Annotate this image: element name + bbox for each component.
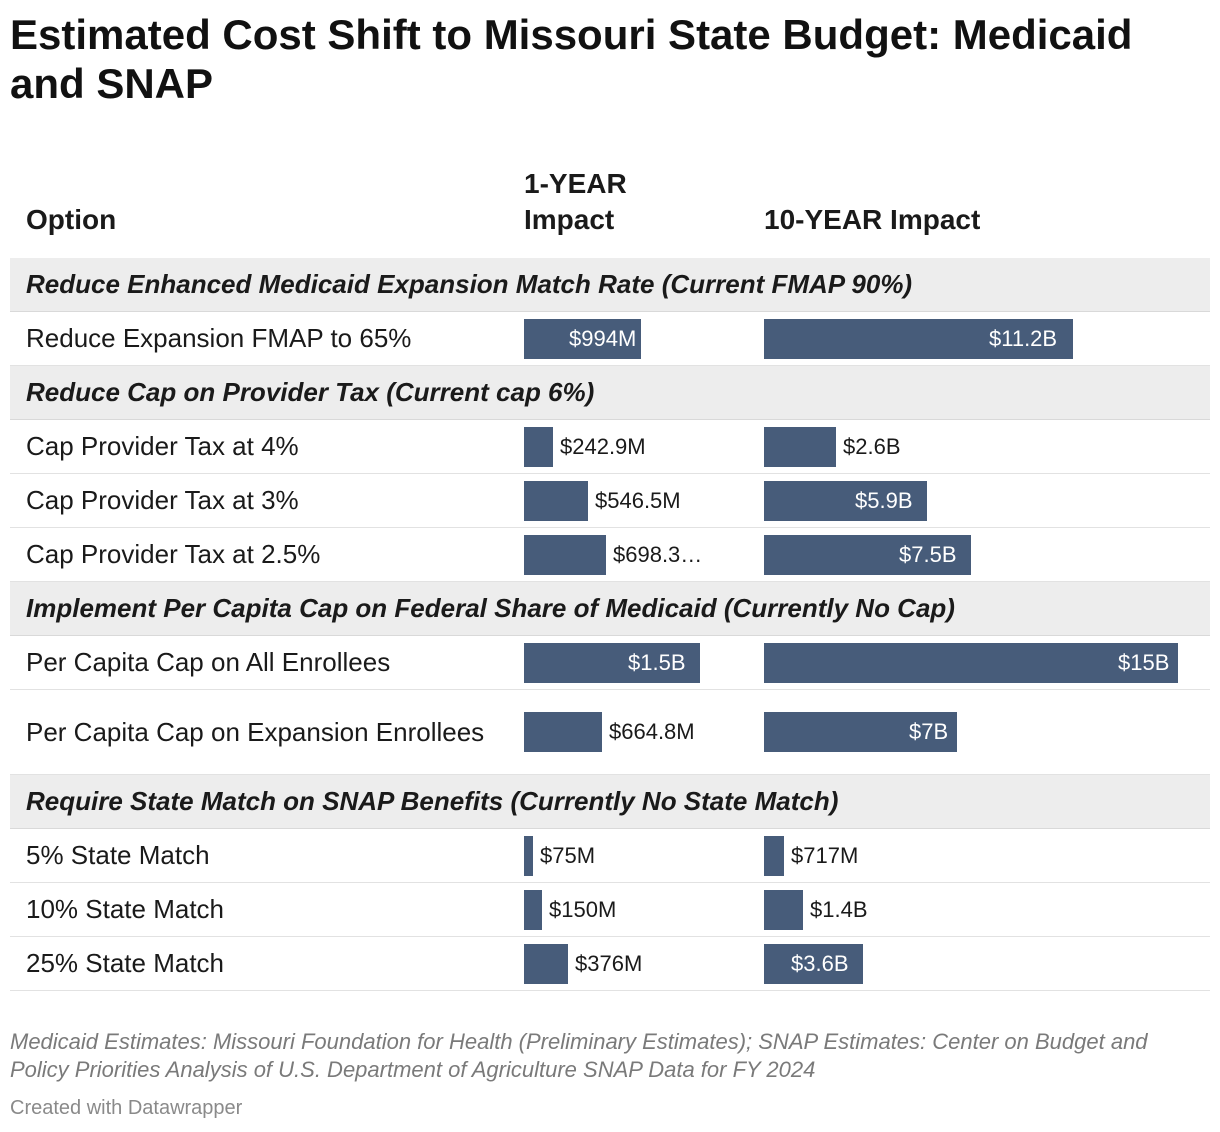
ten-year-value: $7B bbox=[909, 719, 949, 744]
ten-year-value: $7.5B bbox=[899, 541, 957, 567]
one-year-bar bbox=[524, 835, 533, 876]
one-year-bar bbox=[524, 534, 606, 575]
table-row: Cap Provider Tax at 4% $242.9M $2.6B bbox=[10, 419, 1210, 474]
ten-year-bar bbox=[764, 943, 863, 984]
table-row: 5% State Match $75M $717M bbox=[10, 828, 1210, 883]
chart-title: Estimated Cost Shift to Missouri State B… bbox=[10, 11, 1133, 107]
column-header-1-year: 1-YEAR Impact bbox=[524, 168, 627, 235]
group-title: Require State Match on SNAP Benefits (Cu… bbox=[10, 774, 1210, 829]
group-header-row: Implement Per Capita Cap on Federal Shar… bbox=[10, 581, 1210, 636]
ten-year-value: $15B bbox=[1118, 649, 1170, 675]
group-header-row: Reduce Cap on Provider Tax (Current cap … bbox=[10, 365, 1210, 420]
table-header: Option 1-YEAR Impact 10-YEAR Impact bbox=[10, 160, 1210, 261]
one-year-bar bbox=[524, 480, 588, 521]
ten-year-bar bbox=[764, 835, 784, 876]
one-year-value: $994M bbox=[569, 325, 637, 351]
table-row: Per Capita Cap on Expansion Enrollees $66… bbox=[10, 689, 1210, 775]
ten-year-bar bbox=[764, 426, 836, 467]
ten-year-bar bbox=[764, 642, 1178, 683]
one-year-bar bbox=[524, 426, 553, 467]
one-year-value: $150M bbox=[549, 896, 617, 922]
one-year-value: $698.3… bbox=[613, 541, 703, 567]
option-label: 25% State Match bbox=[10, 936, 524, 991]
one-year-bar bbox=[524, 889, 542, 930]
one-year-bar bbox=[524, 712, 602, 752]
one-year-bar bbox=[524, 642, 700, 683]
ten-year-value: $1.4B bbox=[810, 896, 868, 922]
ten-year-bar bbox=[764, 889, 803, 930]
ten-year-bar bbox=[764, 712, 957, 752]
ten-year-value: $3.6B bbox=[791, 950, 849, 976]
option-label: Cap Provider Tax at 2.5% bbox=[10, 527, 524, 582]
group-header-row: Require State Match on SNAP Benefits (Cu… bbox=[10, 774, 1210, 829]
ten-year-value: $11.2B bbox=[989, 325, 1058, 351]
group-title: Reduce Cap on Provider Tax (Current cap … bbox=[10, 365, 1210, 420]
option-label: Per Capita Cap on Expansion Enrollees bbox=[10, 689, 524, 775]
ten-year-bar bbox=[764, 318, 1073, 359]
ten-year-value: $5.9B bbox=[855, 487, 913, 513]
one-year-value: $664.8M bbox=[609, 719, 695, 744]
one-year-value: $546.5M bbox=[595, 487, 681, 513]
table-row: 25% State Match $376M $3.6B bbox=[10, 936, 1210, 991]
data-table: Reduce Enhanced Medicaid Expansion Match… bbox=[10, 258, 1210, 991]
group-title: Reduce Enhanced Medicaid Expansion Match… bbox=[10, 258, 1210, 312]
ten-year-bar bbox=[764, 534, 971, 575]
credit-line: Created with Datawrapper bbox=[10, 1097, 243, 1119]
column-header-option: Option bbox=[26, 204, 117, 235]
table-row: Reduce Expansion FMAP to 65% $994M $11.2B bbox=[10, 311, 1210, 366]
group-header-row: Reduce Enhanced Medicaid Expansion Match… bbox=[10, 258, 1210, 312]
ten-year-bar bbox=[764, 480, 927, 521]
one-year-value: $75M bbox=[540, 842, 596, 868]
source-notes: Medicaid Estimates: Missouri Foundation … bbox=[10, 1029, 1148, 1082]
column-header-10-year: 10-YEAR Impact bbox=[764, 204, 981, 235]
one-year-bar bbox=[524, 318, 641, 359]
one-year-value: $376M bbox=[575, 950, 643, 976]
table-row: Per Capita Cap on All Enrollees $1.5B $15B bbox=[10, 635, 1210, 690]
one-year-value: $1.5B bbox=[628, 649, 686, 675]
option-label: Per Capita Cap on All Enrollees bbox=[10, 635, 524, 690]
one-year-bar bbox=[524, 943, 568, 984]
table-row: Cap Provider Tax at 3% $546.5M $5.9B bbox=[10, 473, 1210, 528]
option-label: Reduce Expansion FMAP to 65% bbox=[10, 311, 524, 366]
table-row: 10% State Match $150M $1.4B bbox=[10, 882, 1210, 937]
table-row: Cap Provider Tax at 2.5% $698.3… $7.5B bbox=[10, 527, 1210, 582]
group-title: Implement Per Capita Cap on Federal Shar… bbox=[10, 581, 1210, 636]
option-label: 5% State Match bbox=[10, 828, 524, 883]
ten-year-value: $2.6B bbox=[843, 433, 901, 459]
ten-year-value: $717M bbox=[791, 842, 859, 868]
option-label: Cap Provider Tax at 3% bbox=[10, 473, 524, 528]
option-label: Cap Provider Tax at 4% bbox=[10, 419, 524, 474]
option-label: 10% State Match bbox=[10, 882, 524, 937]
one-year-value: $242.9M bbox=[560, 433, 646, 459]
